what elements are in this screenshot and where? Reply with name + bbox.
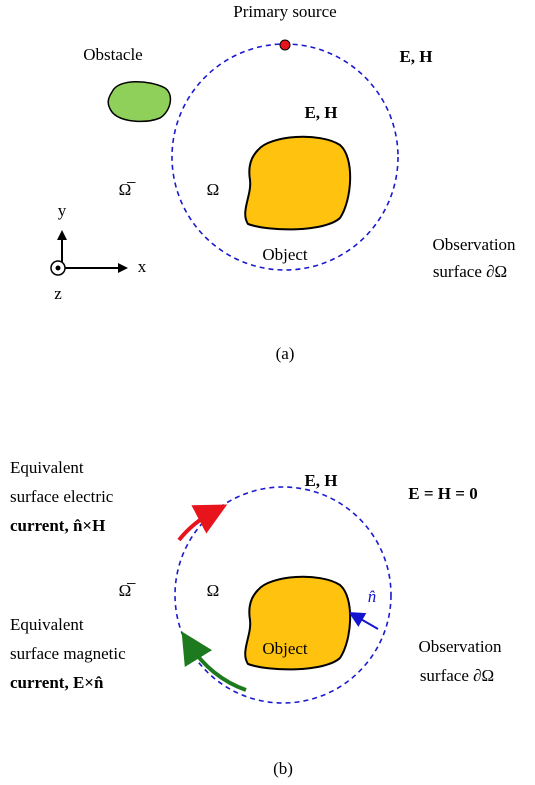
label: current, n̂×H <box>10 516 105 535</box>
label: E, H <box>304 103 337 122</box>
panel-b: Equivalent surface electric current, n̂×… <box>10 458 502 778</box>
label: Primary source <box>233 2 336 21</box>
label: E = H = 0 <box>408 484 477 503</box>
label: Observation <box>432 235 516 254</box>
label: Ω̅ <box>119 581 137 600</box>
caption: (a) <box>276 344 295 363</box>
z-axis-dot <box>56 266 61 271</box>
label: surface ∂Ω <box>433 262 507 281</box>
electric-current-arrow <box>179 512 213 540</box>
caption: (b) <box>273 759 293 778</box>
label: E, H <box>399 47 432 66</box>
label: surface magnetic <box>10 644 126 663</box>
panel-a: Primary source Obstacle E, H E, H Ω̅ Ω O… <box>51 2 516 363</box>
label: Ω <box>207 180 220 199</box>
primary-source-dot <box>280 40 290 50</box>
label: Equivalent <box>10 458 84 477</box>
label: Ω̅ <box>119 180 137 199</box>
label: Ω <box>207 581 220 600</box>
label: n̂ <box>368 587 377 606</box>
label: Obstacle <box>83 45 142 64</box>
label: Observation <box>418 637 502 656</box>
label: surface electric <box>10 487 114 506</box>
label: Equivalent <box>10 615 84 634</box>
label: Object <box>262 639 308 658</box>
normal-arrow <box>352 614 378 629</box>
diagram: Primary source Obstacle E, H E, H Ω̅ Ω O… <box>0 0 535 785</box>
label: E, H <box>304 471 337 490</box>
obstacle-shape <box>108 82 170 122</box>
object-shape <box>245 137 350 230</box>
label: z <box>54 284 62 303</box>
label: surface ∂Ω <box>420 666 494 685</box>
magnetic-current-arrow <box>190 645 246 690</box>
label: y <box>58 201 67 220</box>
label: x <box>138 257 147 276</box>
label: Object <box>262 245 308 264</box>
label: current, E×n̂ <box>10 673 104 692</box>
